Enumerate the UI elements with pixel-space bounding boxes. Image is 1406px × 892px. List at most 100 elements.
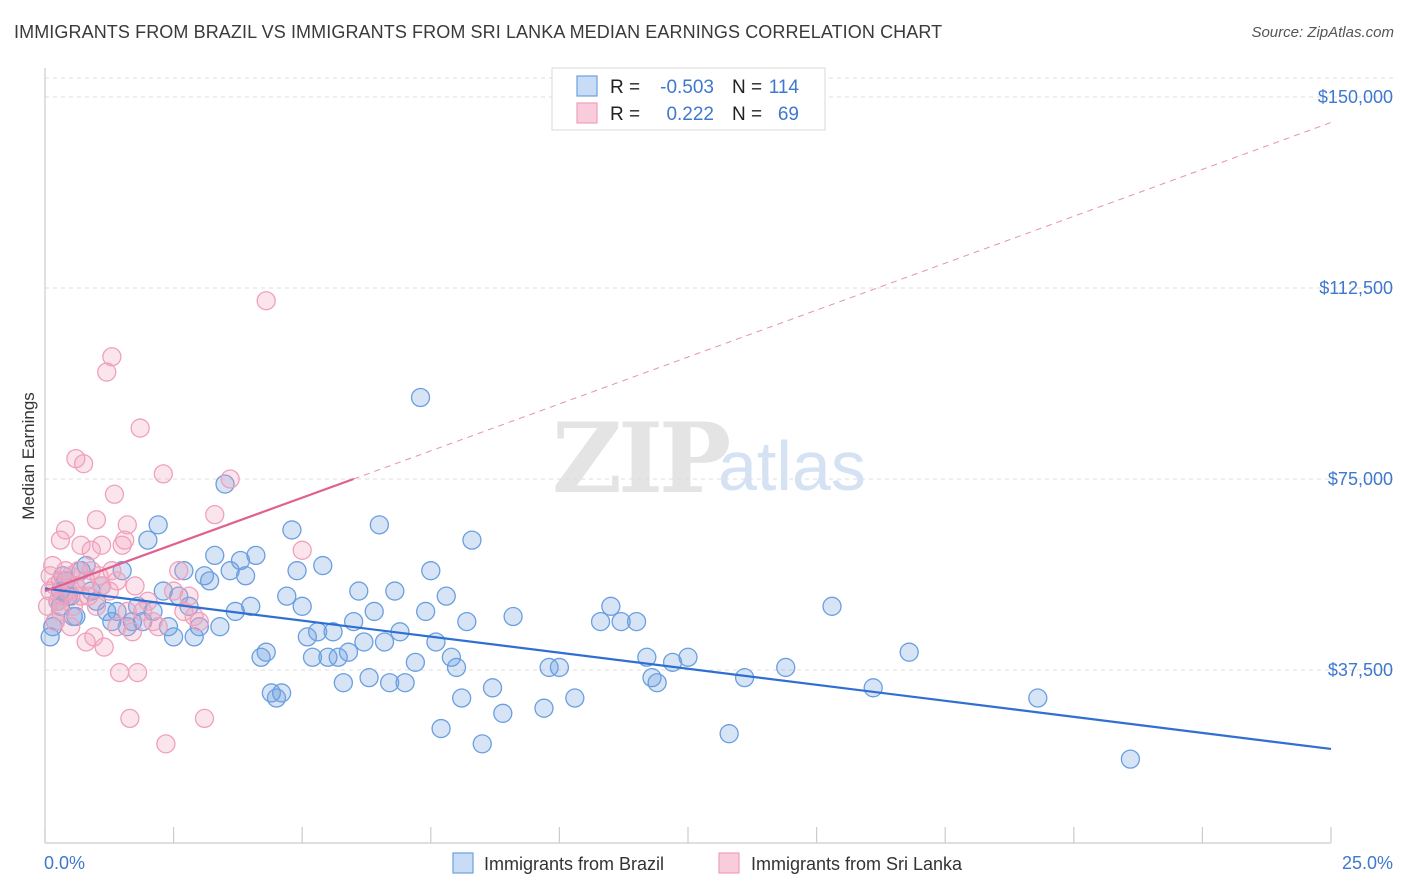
srilanka-point: [117, 515, 137, 535]
brazil-point: [122, 611, 143, 632]
brazil-point: [410, 387, 431, 408]
srilanka-point: [102, 347, 122, 367]
brazil-point: [97, 601, 117, 622]
legend-r-value-srilanka: 0.222: [666, 104, 714, 125]
legend-r-label-srilanka: R =: [610, 104, 640, 125]
brazil-point: [189, 617, 209, 637]
brazil-point: [210, 617, 230, 637]
legend-n-label-srilanka: N =: [732, 104, 762, 125]
brazil-point: [452, 688, 472, 708]
brazil-point: [776, 657, 796, 678]
brazil-point: [302, 647, 323, 667]
y-tick-label: $37,500: [1328, 660, 1393, 680]
brazil-point: [441, 647, 462, 667]
brazil-point: [107, 601, 127, 622]
brazil-point: [395, 673, 415, 693]
srilanka-point: [97, 362, 117, 382]
srilanka-point: [84, 627, 104, 647]
brazil-point: [297, 627, 317, 647]
srilanka-point: [148, 617, 168, 637]
y-tick-label: $75,000: [1328, 469, 1393, 489]
srilanka-point: [130, 418, 150, 438]
brazil-point: [590, 611, 611, 632]
brazil-point: [277, 586, 297, 606]
brazil-point: [462, 530, 482, 550]
legend-n-value-brazil: 114: [769, 77, 800, 98]
srilanka-point: [61, 617, 81, 637]
brazil-point: [220, 561, 240, 581]
brazil-point: [678, 647, 698, 667]
srilanka-point: [156, 734, 176, 754]
srilanka-point: [220, 469, 240, 489]
brazil-point: [184, 627, 204, 647]
srilanka-point: [256, 291, 276, 311]
brazil-point: [158, 617, 179, 637]
brazil-point: [230, 550, 251, 571]
brazil-point: [364, 601, 384, 622]
srilanka-point: [71, 535, 91, 555]
brazil-trend-line: [44, 587, 1332, 751]
brazil-point: [503, 606, 523, 627]
series-brazil-points: [40, 387, 1141, 769]
x-tick-label-max: 25.0%: [1342, 853, 1393, 873]
srilanka-point: [153, 464, 173, 484]
brazil-point: [282, 520, 302, 540]
brazil-point: [313, 555, 333, 576]
brazil-point: [241, 596, 261, 616]
watermark-atlas: atlas: [718, 427, 866, 505]
srilanka-point: [45, 611, 65, 632]
srilanka-point: [205, 505, 225, 525]
srilanka-point: [112, 535, 132, 555]
y-tick-label: $112,500: [1319, 278, 1393, 298]
srilanka-point: [107, 617, 127, 637]
legend-r-label-brazil: R =: [610, 77, 640, 98]
brazil-point: [549, 657, 570, 678]
bottom-legend-swatch-brazil: [452, 852, 474, 874]
srilanka-point: [133, 601, 153, 622]
watermark-zip: ZIP: [552, 402, 729, 515]
brazil-point: [153, 581, 173, 601]
brazil-point: [148, 515, 168, 535]
y-axis-label: Median Earnings: [19, 392, 38, 520]
brazil-point: [446, 657, 467, 678]
srilanka-point: [115, 530, 135, 550]
srilanka-point: [109, 662, 130, 683]
legend-n-label-brazil: N =: [732, 77, 762, 98]
brazil-point: [379, 673, 400, 693]
brazil-point: [318, 647, 338, 667]
y-tick-labels: $37,500 $75,000 $112,500 $150,000: [1318, 87, 1393, 680]
legend-swatch-srilanka: [576, 102, 598, 124]
brazil-point: [457, 611, 477, 632]
brazil-point: [292, 596, 312, 616]
brazil-point: [199, 571, 220, 591]
brazil-point: [338, 642, 359, 662]
srilanka-point: [107, 571, 127, 591]
srilanka-point: [86, 596, 107, 616]
brazil-point: [133, 611, 153, 632]
brazil-point: [899, 642, 919, 662]
srilanka-point: [91, 535, 112, 555]
brazil-point: [601, 596, 621, 616]
brazil-point: [246, 545, 266, 566]
brazil-point: [431, 718, 451, 739]
brazil-point: [539, 657, 559, 678]
brazil-point: [112, 561, 132, 581]
srilanka-point: [125, 576, 145, 596]
srilanka-trend-extension: [353, 121, 1332, 480]
brazil-point: [1028, 688, 1048, 708]
srilanka-point: [194, 708, 215, 729]
brazil-point: [385, 581, 405, 601]
brazil-point: [138, 530, 158, 550]
source-label: Source: ZipAtlas.com: [1251, 24, 1394, 41]
srilanka-point: [86, 510, 107, 530]
srilanka-point: [127, 662, 148, 683]
x-ticks: [44, 827, 1332, 843]
brazil-point: [174, 561, 194, 581]
srilanka-point: [55, 520, 76, 540]
srilanka-point: [179, 586, 199, 606]
brazil-point: [359, 667, 379, 688]
brazil-point: [534, 698, 554, 718]
brazil-point: [863, 678, 883, 698]
brazil-point: [163, 627, 184, 647]
stats-legend: R = -0.503 N = 114 R = 0.222 N = 69: [551, 67, 826, 131]
